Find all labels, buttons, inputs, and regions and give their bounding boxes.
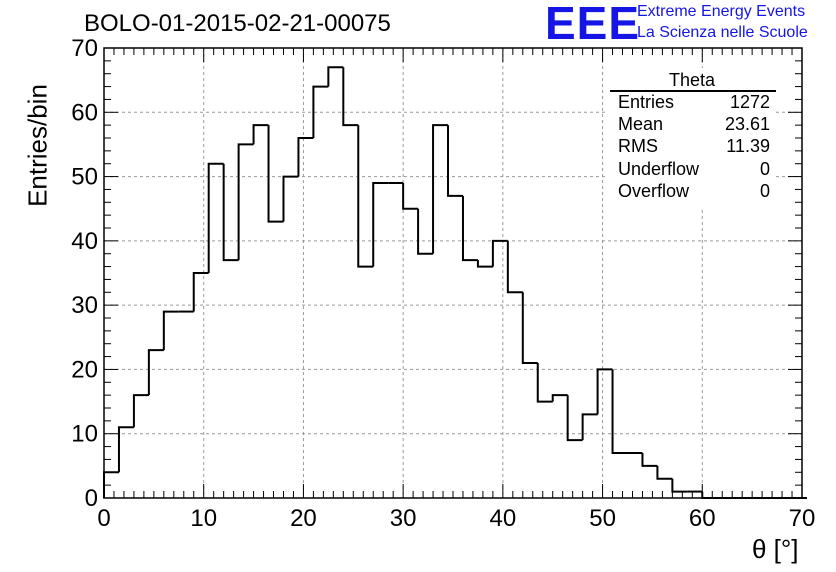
x-tick-label: 20: [290, 505, 317, 532]
stats-value: 0: [759, 181, 770, 201]
histogram-bin: [117, 426, 134, 473]
stats-box-title: Theta: [668, 70, 716, 90]
histogram-bin: [297, 137, 314, 177]
stats-row-underflow: Underflow 0: [618, 159, 770, 181]
y-tick-label: 60: [71, 99, 98, 126]
histogram-bin: [417, 208, 434, 255]
histogram-bin: [536, 363, 553, 403]
y-tick-label: 20: [71, 356, 98, 383]
y-tick-label: 0: [85, 485, 98, 512]
histogram-bin: [551, 394, 568, 402]
logo-line-1: Extreme Energy Events: [637, 3, 806, 20]
histogram-bin: [521, 292, 538, 364]
stats-label: Underflow: [618, 159, 700, 179]
x-tick-label: 0: [97, 505, 110, 532]
x-tick-label: 40: [490, 505, 517, 532]
histogram-bin: [596, 368, 613, 415]
histogram-bin: [432, 124, 449, 254]
histogram-bin: [701, 491, 718, 499]
histogram-bin: [327, 66, 344, 87]
stats-row-entries: Entries 1272: [618, 92, 770, 114]
histogram-bin: [671, 478, 688, 493]
histogram-bin: [581, 413, 598, 441]
x-tick-label: 60: [689, 505, 716, 532]
stats-value: 11.39: [726, 136, 770, 156]
y-tick-label: 70: [71, 35, 98, 62]
histogram-bin: [641, 453, 658, 467]
histogram-bin: [656, 465, 673, 480]
histogram-bin: [192, 272, 209, 312]
x-tick-label: 10: [190, 505, 217, 532]
histogram-bin: [132, 394, 149, 428]
histogram-bin: [491, 239, 508, 267]
stats-label: Entries: [618, 92, 675, 112]
stats-label: Overflow: [618, 181, 690, 201]
histogram-bin: [207, 162, 224, 273]
x-tick-label: 30: [390, 505, 417, 532]
histogram-bin: [476, 260, 493, 268]
histogram-bin: [461, 195, 478, 262]
histogram-bin: [506, 240, 523, 294]
y-tick-label: 40: [71, 228, 98, 255]
stats-box: Theta Entries 1272 Mean 23.61 RMS 11.39 …: [608, 68, 776, 208]
stats-label: Mean: [618, 114, 664, 134]
histogram-bin: [312, 85, 329, 138]
histogram-bin: [447, 125, 463, 197]
eee-logo: EEE: [545, 0, 641, 49]
histogram-bin: [252, 124, 269, 145]
stats-value: 23.61: [724, 114, 770, 134]
x-tick-label: 50: [589, 505, 616, 532]
axes: 0 10 20 30 40 50 60 70 0 10 20 30 40 50 60 70: [71, 35, 815, 532]
histogram-bin: [267, 125, 284, 223]
stats-box-divider: [610, 90, 776, 92]
histogram-bin: [357, 125, 374, 268]
stats-row-mean: Mean 23.61: [618, 114, 770, 136]
histogram-bin: [222, 163, 239, 262]
y-tick-label: 10: [71, 421, 98, 448]
stats-row-rms: RMS 11.39: [618, 136, 770, 158]
histogram-bin: [282, 175, 299, 222]
histogram-bars: [103, 66, 807, 499]
x-axis-label: θ [°]: [752, 534, 799, 564]
y-axis-label: Entries/bin: [22, 84, 53, 207]
histogram-bin: [162, 310, 179, 351]
histogram-bin: [237, 143, 254, 261]
histogram-bin: [372, 182, 389, 267]
histogram-bin: [611, 369, 628, 454]
y-tick-label: 50: [71, 164, 98, 191]
histogram-bin: [342, 67, 359, 127]
y-axis-label-wrap: Entries/bin: [8, 84, 53, 207]
stats-value: 0: [759, 159, 770, 179]
stats-row-overflow: Overflow 0: [618, 181, 770, 203]
stats-value: 1272: [729, 92, 770, 112]
chart-title: BOLO-01-2015-02-21-00075: [84, 10, 391, 37]
stats-label: RMS: [618, 136, 658, 156]
histogram-bin: [147, 349, 164, 396]
histogram-bin: [402, 183, 419, 210]
x-tick-label: 70: [789, 505, 816, 532]
y-tick-label: 30: [71, 292, 98, 319]
histogram-bin: [566, 395, 583, 442]
logo-line-2: La Scienza nelle Scuole: [637, 24, 808, 41]
